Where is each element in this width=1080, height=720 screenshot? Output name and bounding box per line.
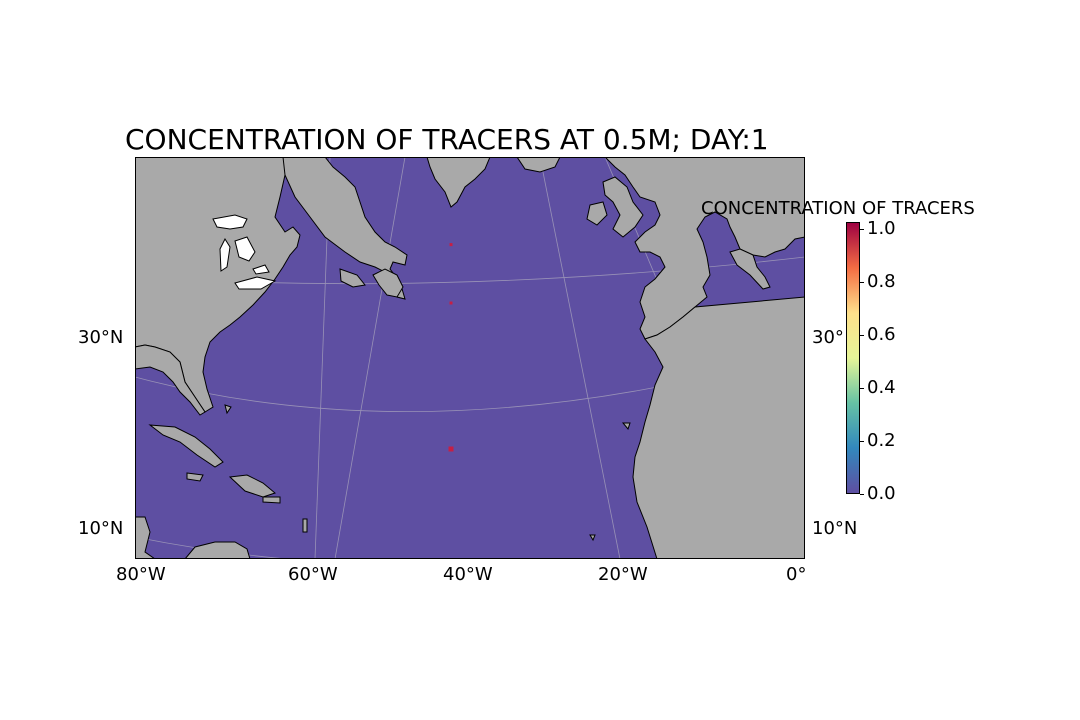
colorbar-tickmark [860, 441, 864, 442]
lat-label-left-10n: 10°N [78, 518, 124, 539]
lon-label-20w: 20°W [598, 564, 648, 585]
lat-label-left-30n: 30°N [78, 327, 124, 348]
land-cuba [148, 424, 224, 468]
land-britain [602, 176, 644, 238]
map-panel [135, 157, 805, 559]
land-hispaniola [228, 474, 277, 498]
colorbar-tick-0-8: 0.8 [867, 271, 896, 292]
gridline-lat-20 [135, 536, 535, 559]
lon-label-60w: 60°W [288, 564, 338, 585]
land-masses [135, 157, 805, 559]
colorbar-tickmark [860, 494, 864, 495]
lon-label-80w: 80°W [116, 564, 166, 585]
land-greenland [426, 157, 491, 208]
colorbar-tickmark [860, 335, 864, 336]
land-venezuela [184, 541, 251, 559]
map-frame [135, 157, 805, 559]
land-lesser-antilles [302, 518, 308, 533]
land-ireland [586, 201, 608, 226]
lake-superior [212, 214, 248, 230]
lake-huron [234, 236, 256, 262]
colorbar-tick-0-0: 0.0 [867, 483, 896, 504]
gridline-lon-50 [334, 157, 406, 559]
lake-ontario [252, 264, 270, 275]
lake-michigan [219, 237, 231, 272]
great-lakes [212, 214, 277, 290]
land-nova-scotia [339, 268, 366, 288]
land-newfoundland [372, 268, 404, 298]
map-canvas [135, 157, 805, 559]
land-italy [729, 248, 771, 290]
land-central-america [135, 516, 156, 559]
land-iceland [516, 157, 561, 173]
lon-label-40w: 40°W [443, 564, 493, 585]
lake-erie [234, 276, 277, 290]
gridline-lon-30 [539, 157, 621, 559]
colorbar [846, 222, 860, 494]
land-puerto-rico [262, 496, 281, 504]
colorbar-tick-0-6: 0.6 [867, 324, 896, 345]
map-title: CONCENTRATION OF TRACERS AT 0.5M; DAY:1 [125, 123, 769, 156]
land-bahamas [224, 404, 232, 415]
land-cape-verde [589, 534, 596, 542]
tracer-point [449, 301, 453, 305]
colorbar-tickmark [860, 388, 864, 389]
colorbar-tick-0-2: 0.2 [867, 430, 896, 451]
land-canary [621, 422, 631, 431]
tracer-point [448, 446, 454, 452]
tracer-point [449, 243, 453, 247]
lat-label-right-10n: 10°N [812, 518, 858, 539]
colorbar-label: CONCENTRATION OF TRACERS [701, 198, 975, 219]
colorbar-tick-1-0: 1.0 [867, 218, 896, 239]
land-jamaica [186, 472, 204, 482]
colorbar-tick-0-4: 0.4 [867, 377, 896, 398]
tracer-points [448, 243, 454, 452]
lon-label-0: 0° [786, 564, 807, 585]
land-florida [135, 344, 206, 416]
land-africa [632, 296, 805, 559]
lat-label-right-30n: 30° [812, 327, 844, 348]
colorbar-tickmark [860, 282, 864, 283]
colorbar-tickmark [860, 229, 864, 230]
